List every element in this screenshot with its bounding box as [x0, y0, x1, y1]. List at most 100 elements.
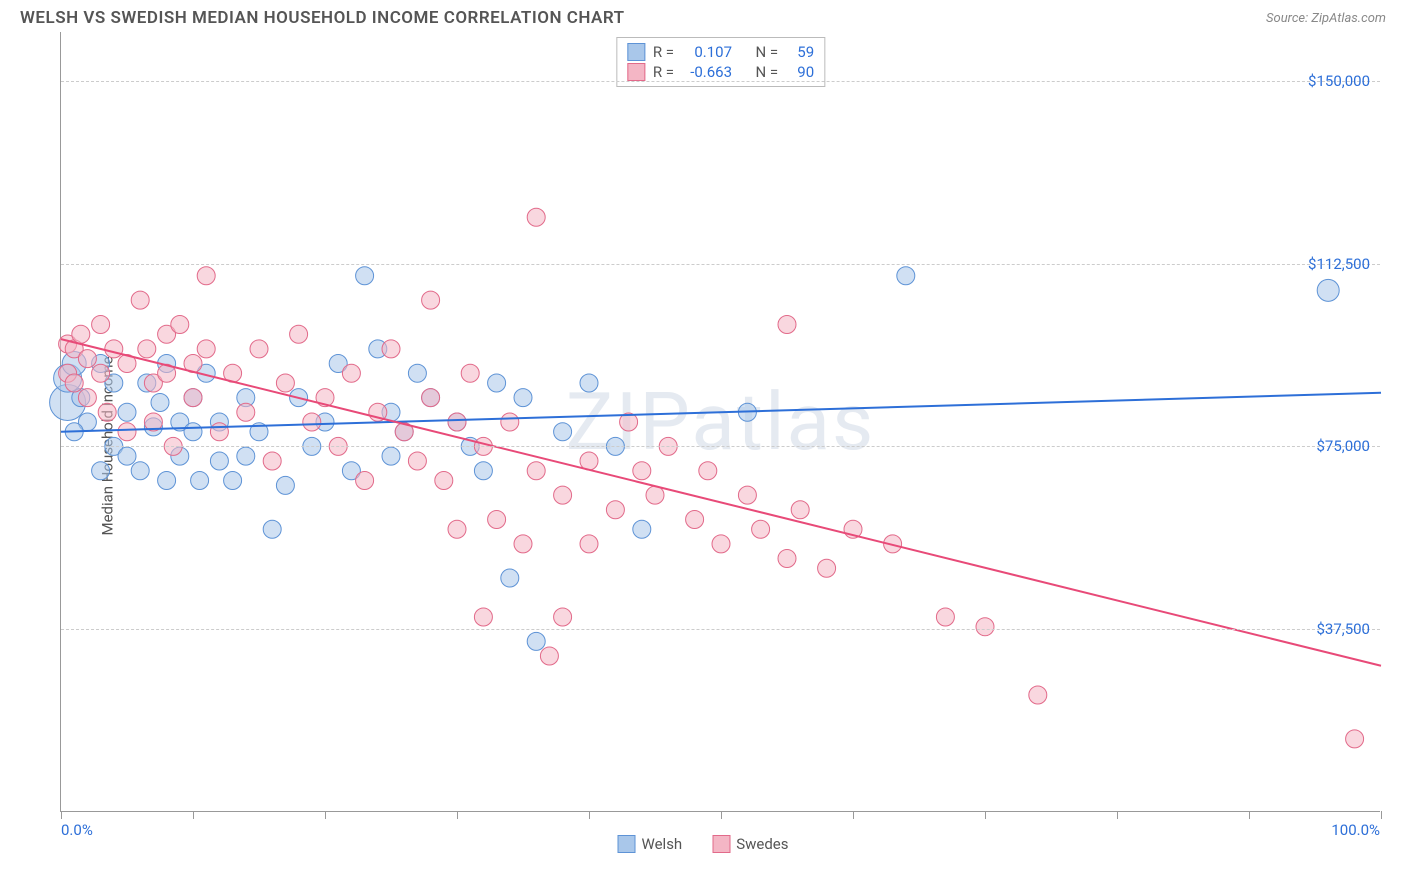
data-point: [976, 618, 994, 636]
data-point: [778, 316, 796, 334]
data-point: [580, 374, 598, 392]
data-point: [105, 340, 123, 358]
data-point: [554, 423, 572, 441]
data-point: [897, 267, 915, 285]
data-point: [197, 340, 215, 358]
legend-label: Welsh: [642, 835, 683, 853]
trendline: [61, 393, 1381, 432]
chart-plot-area: ZIPatlas R =0.107 N =59R =-0.663 N =90 $…: [60, 32, 1380, 812]
data-point: [818, 559, 836, 577]
gridline: [61, 629, 1380, 630]
data-point: [210, 452, 228, 470]
data-point: [540, 647, 558, 665]
data-point: [448, 520, 466, 538]
y-tick-label: $37,500: [1316, 620, 1370, 638]
data-point: [1029, 686, 1047, 704]
gridline: [61, 446, 1380, 447]
y-tick-label: $75,000: [1316, 437, 1370, 455]
data-point: [514, 389, 532, 407]
data-point: [98, 403, 116, 421]
data-point: [474, 608, 492, 626]
data-point: [488, 374, 506, 392]
data-point: [527, 632, 545, 650]
data-point: [580, 535, 598, 553]
data-point: [686, 511, 704, 529]
data-point: [151, 394, 169, 412]
x-axis-min-label: 0.0%: [61, 821, 93, 839]
x-tick: [457, 811, 458, 819]
x-tick: [853, 811, 854, 819]
data-point: [356, 267, 374, 285]
data-point: [501, 413, 519, 431]
data-point: [527, 462, 545, 480]
data-point: [250, 340, 268, 358]
data-point: [92, 462, 110, 480]
data-point: [461, 364, 479, 382]
x-tick: [61, 811, 62, 819]
legend-swatch-icon: [618, 835, 636, 853]
data-point: [474, 462, 492, 480]
data-point: [501, 569, 519, 587]
data-point: [382, 340, 400, 358]
data-point: [1317, 279, 1339, 301]
data-point: [514, 535, 532, 553]
data-point: [92, 364, 110, 382]
data-point: [78, 389, 96, 407]
data-point: [356, 472, 374, 490]
data-point: [210, 423, 228, 441]
data-point: [72, 325, 90, 343]
trendline: [61, 339, 1381, 666]
data-point: [606, 501, 624, 519]
data-point: [237, 447, 255, 465]
data-point: [699, 462, 717, 480]
data-point: [131, 291, 149, 309]
data-point: [131, 462, 149, 480]
data-point: [408, 452, 426, 470]
data-point: [303, 413, 321, 431]
legend-item: Welsh: [618, 835, 683, 853]
data-point: [184, 423, 202, 441]
legend-item: Swedes: [712, 835, 788, 853]
y-tick-label: $112,500: [1308, 255, 1370, 273]
data-point: [184, 389, 202, 407]
data-point: [158, 472, 176, 490]
data-point: [646, 486, 664, 504]
gridline: [61, 81, 1380, 82]
legend-label: Swedes: [736, 835, 788, 853]
data-point: [1346, 730, 1364, 748]
x-tick: [1249, 811, 1250, 819]
data-point: [435, 472, 453, 490]
data-point: [290, 325, 308, 343]
chart-title: WELSH VS SWEDISH MEDIAN HOUSEHOLD INCOME…: [20, 8, 625, 28]
data-point: [92, 316, 110, 334]
data-point: [138, 340, 156, 358]
data-point: [738, 486, 756, 504]
gridline: [61, 264, 1380, 265]
scatter-plot-svg: [61, 32, 1380, 811]
data-point: [263, 520, 281, 538]
x-tick: [325, 811, 326, 819]
bottom-legend: Welsh Swedes: [618, 824, 789, 864]
data-point: [422, 291, 440, 309]
data-point: [263, 452, 281, 470]
data-point: [65, 374, 83, 392]
chart-source: Source: ZipAtlas.com: [1266, 11, 1386, 26]
data-point: [118, 423, 136, 441]
data-point: [78, 350, 96, 368]
data-point: [633, 520, 651, 538]
data-point: [633, 462, 651, 480]
data-point: [488, 511, 506, 529]
y-tick-label: $150,000: [1308, 72, 1370, 90]
x-axis-max-label: 100.0%: [1331, 821, 1380, 839]
data-point: [752, 520, 770, 538]
data-point: [422, 389, 440, 407]
data-point: [191, 472, 209, 490]
x-tick: [1381, 811, 1382, 819]
data-point: [448, 413, 466, 431]
x-tick: [589, 811, 590, 819]
data-point: [712, 535, 730, 553]
data-point: [237, 403, 255, 421]
data-point: [171, 316, 189, 334]
data-point: [554, 608, 572, 626]
data-point: [197, 267, 215, 285]
